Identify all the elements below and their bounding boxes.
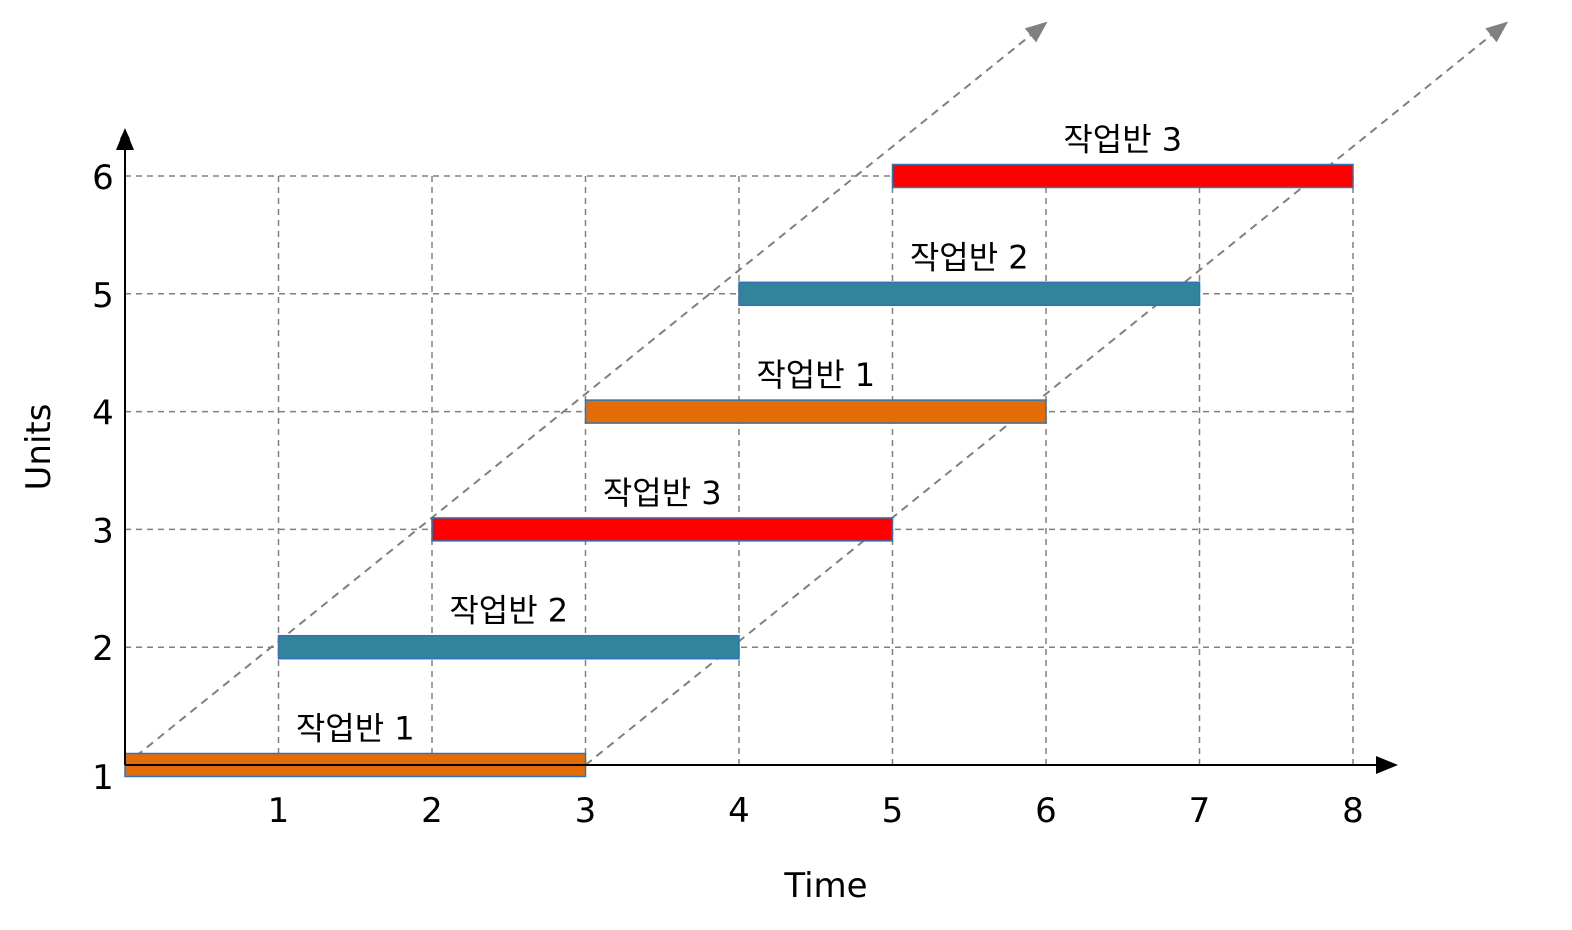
bar-unit-3 bbox=[431, 517, 894, 542]
bar-unit-5 bbox=[738, 281, 1201, 307]
x-tick-label-4: 4 bbox=[728, 791, 750, 831]
grid bbox=[125, 175, 1354, 765]
bar-label-unit-5: 작업반 2 bbox=[910, 238, 1029, 276]
bar-unit-2 bbox=[277, 634, 740, 660]
labels: 작업반 1 작업반 2 작업반 3 작업반 1 작업반 2 작업반 3 1 2 3 4 5 6 7 8 1 2… bbox=[92, 121, 1364, 832]
y-tick-label-2: 2 bbox=[92, 629, 114, 669]
y-tick-label-5: 5 bbox=[92, 276, 114, 316]
bar-label-unit-1: 작업반 1 bbox=[296, 710, 415, 748]
y-tick-label-6: 6 bbox=[92, 158, 114, 198]
bar-unit-4 bbox=[584, 399, 1047, 424]
x-tick-label-8: 8 bbox=[1342, 791, 1364, 831]
y-tick-label-3: 3 bbox=[92, 511, 114, 551]
x-tick-label-6: 6 bbox=[1035, 791, 1057, 831]
axes bbox=[116, 128, 1398, 774]
y-axis-arrowhead bbox=[116, 128, 134, 150]
bar-label-unit-3: 작업반 3 bbox=[603, 474, 722, 512]
x-axis-title: Time bbox=[783, 866, 867, 906]
bar-label-unit-4: 작업반 1 bbox=[756, 356, 875, 394]
x-tick-label-5: 5 bbox=[882, 791, 904, 831]
y-tick-label-1: 1 bbox=[92, 758, 114, 798]
x-tick-label-3: 3 bbox=[575, 791, 597, 831]
x-tick-label-1: 1 bbox=[268, 791, 290, 831]
x-axis-arrowhead bbox=[1376, 756, 1398, 774]
bar-unit-6 bbox=[891, 163, 1354, 189]
x-tick-label-2: 2 bbox=[421, 791, 443, 831]
bar-label-unit-6: 작업반 3 bbox=[1063, 121, 1182, 159]
y-tick-label-4: 4 bbox=[92, 394, 114, 434]
x-tick-label-7: 7 bbox=[1189, 791, 1211, 831]
bar-label-unit-2: 작업반 2 bbox=[449, 592, 568, 630]
y-axis-title: Units bbox=[19, 404, 59, 491]
bars bbox=[124, 163, 1354, 778]
